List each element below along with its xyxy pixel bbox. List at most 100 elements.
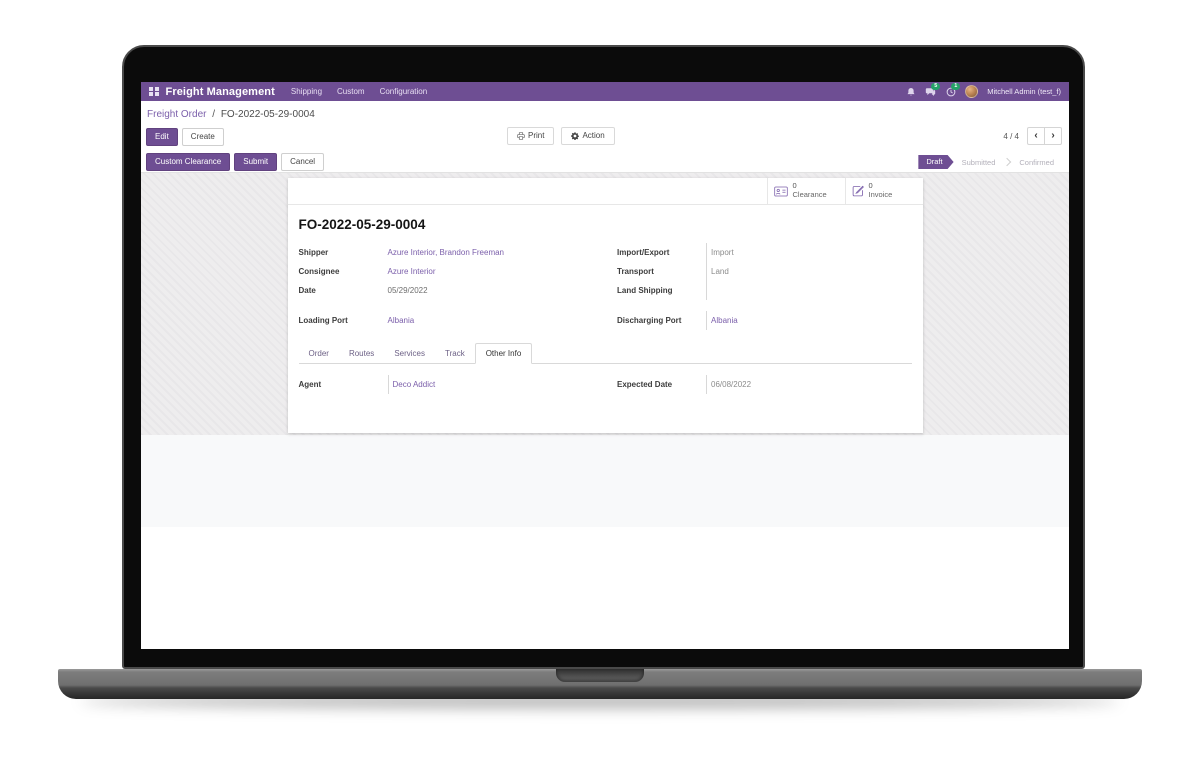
- chevron-right-icon: ›: [1051, 130, 1055, 141]
- screen-content: Freight Management Shipping Custom Confi…: [141, 82, 1069, 649]
- field-row-date: Date 05/29/2022: [299, 281, 594, 300]
- transport-value: Land: [706, 262, 912, 281]
- app-name[interactable]: Freight Management: [165, 85, 275, 98]
- stage-indicator: Draft Submitted Confirmed: [918, 155, 1062, 169]
- bell-icon[interactable]: [905, 86, 916, 97]
- laptop-notch: [556, 669, 644, 682]
- avatar[interactable]: [965, 85, 979, 98]
- stage-chevron-icon: [1003, 157, 1012, 167]
- activities-badge: 1: [951, 83, 961, 90]
- field-row-expected-date: Expected Date 06/08/2022: [617, 375, 912, 394]
- field-label: Discharging Port: [617, 316, 682, 325]
- create-button[interactable]: Create: [181, 128, 224, 146]
- field-row-transport: Transport Land: [617, 262, 912, 281]
- tab-order[interactable]: Order: [308, 349, 329, 358]
- field-label: Loading Port: [298, 316, 348, 325]
- content-band-light: [141, 435, 1069, 527]
- print-label: Print: [528, 131, 545, 140]
- field-row-loading-port: Loading Port Albania: [299, 311, 594, 330]
- import-export-value: Import: [706, 243, 912, 262]
- control-panel: Freight Order / FO-2022-05-29-0004 Edit …: [141, 101, 1069, 152]
- field-row-import-export: Import/Export Import: [617, 243, 912, 262]
- breadcrumb-parent[interactable]: Freight Order: [147, 109, 207, 120]
- menu-configuration[interactable]: Configuration: [379, 87, 428, 96]
- invoice-smart-button[interactable]: 0 Invoice: [844, 178, 923, 204]
- invoice-label: Invoice: [868, 190, 893, 199]
- field-row-land-shipping: Land Shipping: [617, 281, 912, 300]
- form-sheet: 0 Clearance 0 Invoice: [287, 178, 923, 433]
- field-label: Transport: [617, 267, 654, 276]
- consignee-value-link[interactable]: Azure Interior: [387, 267, 436, 276]
- menu-custom[interactable]: Custom: [337, 87, 365, 96]
- messages-icon[interactable]: 5: [925, 83, 941, 97]
- user-menu[interactable]: Mitchell Admin (test_f): [987, 87, 1061, 96]
- record-title: FO-2022-05-29-0004: [298, 217, 426, 232]
- statusbar-buttons: Custom Clearance Submit Cancel: [146, 153, 325, 171]
- land-shipping-value: [706, 281, 912, 300]
- printer-icon: [517, 132, 525, 140]
- stage-submitted[interactable]: Submitted: [961, 157, 996, 167]
- discharging-port-value-link[interactable]: Albania: [706, 311, 912, 330]
- other-info-pane: Agent Deco Addict Expected Date 06/08/20…: [299, 364, 912, 394]
- field-label: Consignee: [298, 267, 340, 276]
- pager-next-button[interactable]: ›: [1044, 127, 1062, 145]
- pager: 4 / 4 ‹ ›: [1003, 127, 1062, 145]
- notebook-tabs: Order Routes Services Track Other Info: [298, 343, 912, 364]
- field-row-discharging-port: Discharging Port Albania: [617, 311, 912, 330]
- laptop-screen-frame: Freight Management Shipping Custom Confi…: [122, 45, 1085, 669]
- pager-previous-button[interactable]: ‹: [1027, 127, 1044, 145]
- address-card-icon: [773, 186, 788, 196]
- field-label: Land Shipping: [617, 286, 673, 295]
- field-group-right: Import/Export Import Transport Land Land…: [617, 243, 912, 330]
- stage-draft[interactable]: Draft: [918, 155, 953, 169]
- shipper-value-link[interactable]: Azure Interior, Brandon Freeman: [387, 248, 505, 257]
- laptop-base: [58, 669, 1142, 699]
- clearance-label: Clearance: [792, 190, 827, 199]
- top-navbar: Freight Management Shipping Custom Confi…: [141, 82, 1069, 101]
- clearance-smart-button[interactable]: 0 Clearance: [766, 178, 845, 204]
- action-label: Action: [582, 131, 605, 140]
- tab-routes[interactable]: Routes: [348, 349, 375, 358]
- navbar-right: 5 1 Mitchell Admin (test_f): [905, 83, 1061, 98]
- field-label: Expected Date: [617, 380, 673, 389]
- breadcrumb: Freight Order / FO-2022-05-29-0004: [147, 109, 315, 120]
- field-row-agent: Agent Deco Addict: [299, 375, 594, 394]
- submit-button[interactable]: Submit: [234, 153, 278, 171]
- tab-track[interactable]: Track: [445, 349, 465, 358]
- agent-value-link[interactable]: Deco Addict: [387, 375, 594, 394]
- print-button[interactable]: Print: [507, 127, 555, 145]
- field-label: Import/Export: [617, 248, 670, 257]
- field-label: Date: [298, 286, 316, 295]
- clearance-count: 0: [792, 181, 797, 191]
- date-value: 05/29/2022: [387, 286, 428, 295]
- chevron-left-icon: ‹: [1034, 130, 1038, 141]
- field-label: Agent: [298, 380, 322, 389]
- pager-count: 4 / 4: [1003, 131, 1019, 141]
- field-row-shipper: Shipper Azure Interior, Brandon Freeman: [299, 243, 594, 262]
- edit-button[interactable]: Edit: [146, 128, 178, 146]
- loading-port-value-link[interactable]: Albania: [387, 316, 415, 325]
- content-band-white: [141, 527, 1069, 649]
- tab-other-info[interactable]: Other Info: [474, 343, 533, 364]
- action-buttons: Print Action: [507, 127, 615, 145]
- messages-badge: 5: [931, 83, 941, 90]
- apps-grid-icon[interactable]: [149, 86, 159, 97]
- cancel-button[interactable]: Cancel: [281, 153, 325, 171]
- activities-clock-icon[interactable]: 1: [945, 83, 961, 97]
- field-row-consignee: Consignee Azure Interior: [299, 262, 594, 281]
- tab-services[interactable]: Services: [394, 349, 425, 358]
- breadcrumb-current: FO-2022-05-29-0004: [220, 109, 315, 120]
- breadcrumb-separator: /: [212, 109, 216, 120]
- smart-button-row: 0 Clearance 0 Invoice: [287, 178, 923, 205]
- gear-icon: [571, 132, 580, 140]
- custom-clearance-button[interactable]: Custom Clearance: [146, 153, 231, 171]
- action-button[interactable]: Action: [561, 127, 615, 145]
- stage-confirmed[interactable]: Confirmed: [1019, 157, 1054, 167]
- pencil-square-icon: [852, 185, 864, 197]
- record-buttons: Edit Create: [146, 128, 224, 146]
- menu-shipping[interactable]: Shipping: [290, 87, 323, 96]
- statusbar: Custom Clearance Submit Cancel Draft Sub…: [141, 152, 1069, 173]
- field-label: Shipper: [298, 248, 329, 257]
- expected-date-value: 06/08/2022: [706, 375, 912, 394]
- form-view-background: 0 Clearance 0 Invoice: [141, 173, 1069, 435]
